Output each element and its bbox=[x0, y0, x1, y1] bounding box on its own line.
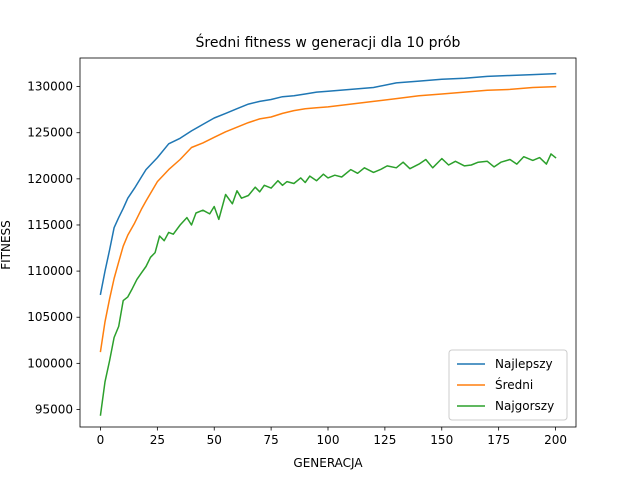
x-tick-label: 150 bbox=[430, 433, 453, 447]
y-tick-label: 120000 bbox=[27, 172, 73, 186]
legend-label: Najgorszy bbox=[495, 399, 554, 413]
x-tick-label: 100 bbox=[317, 433, 340, 447]
x-tick-label: 75 bbox=[263, 433, 278, 447]
y-tick-label: 100000 bbox=[27, 356, 73, 370]
series-line-1 bbox=[99, 72, 557, 296]
legend: Najlepszy Średni Najgorszy bbox=[448, 349, 568, 421]
x-tick-label: 50 bbox=[207, 433, 222, 447]
x-tick-label: 200 bbox=[544, 433, 567, 447]
x-axis-label: GENERACJA bbox=[293, 456, 363, 470]
y-axis-label: FITNESS bbox=[0, 220, 13, 270]
y-tick-label: 105000 bbox=[27, 310, 73, 324]
legend-box bbox=[448, 349, 568, 421]
series-line-2 bbox=[99, 85, 557, 353]
plot-area: 0 25 50 75 100 125 150 175 200 95000 100000 105000 1… bbox=[27, 57, 577, 447]
y-tick-label: 95000 bbox=[35, 402, 73, 416]
x-tick-label: 25 bbox=[150, 433, 165, 447]
x-tick-label: 0 bbox=[97, 433, 105, 447]
legend-label: Najlepszy bbox=[495, 357, 553, 371]
y-tick-label: 115000 bbox=[27, 218, 73, 232]
x-tick-label: 175 bbox=[487, 433, 510, 447]
x-tick-label: 125 bbox=[373, 433, 396, 447]
y-tick-label: 110000 bbox=[27, 264, 73, 278]
series-line-3 bbox=[99, 153, 557, 416]
y-tick-label: 130000 bbox=[27, 80, 73, 94]
chart-title: Średni fitness w generacji dla 10 prób bbox=[196, 33, 461, 51]
legend-label: Średni bbox=[495, 377, 533, 392]
y-tick-label: 125000 bbox=[27, 126, 73, 140]
